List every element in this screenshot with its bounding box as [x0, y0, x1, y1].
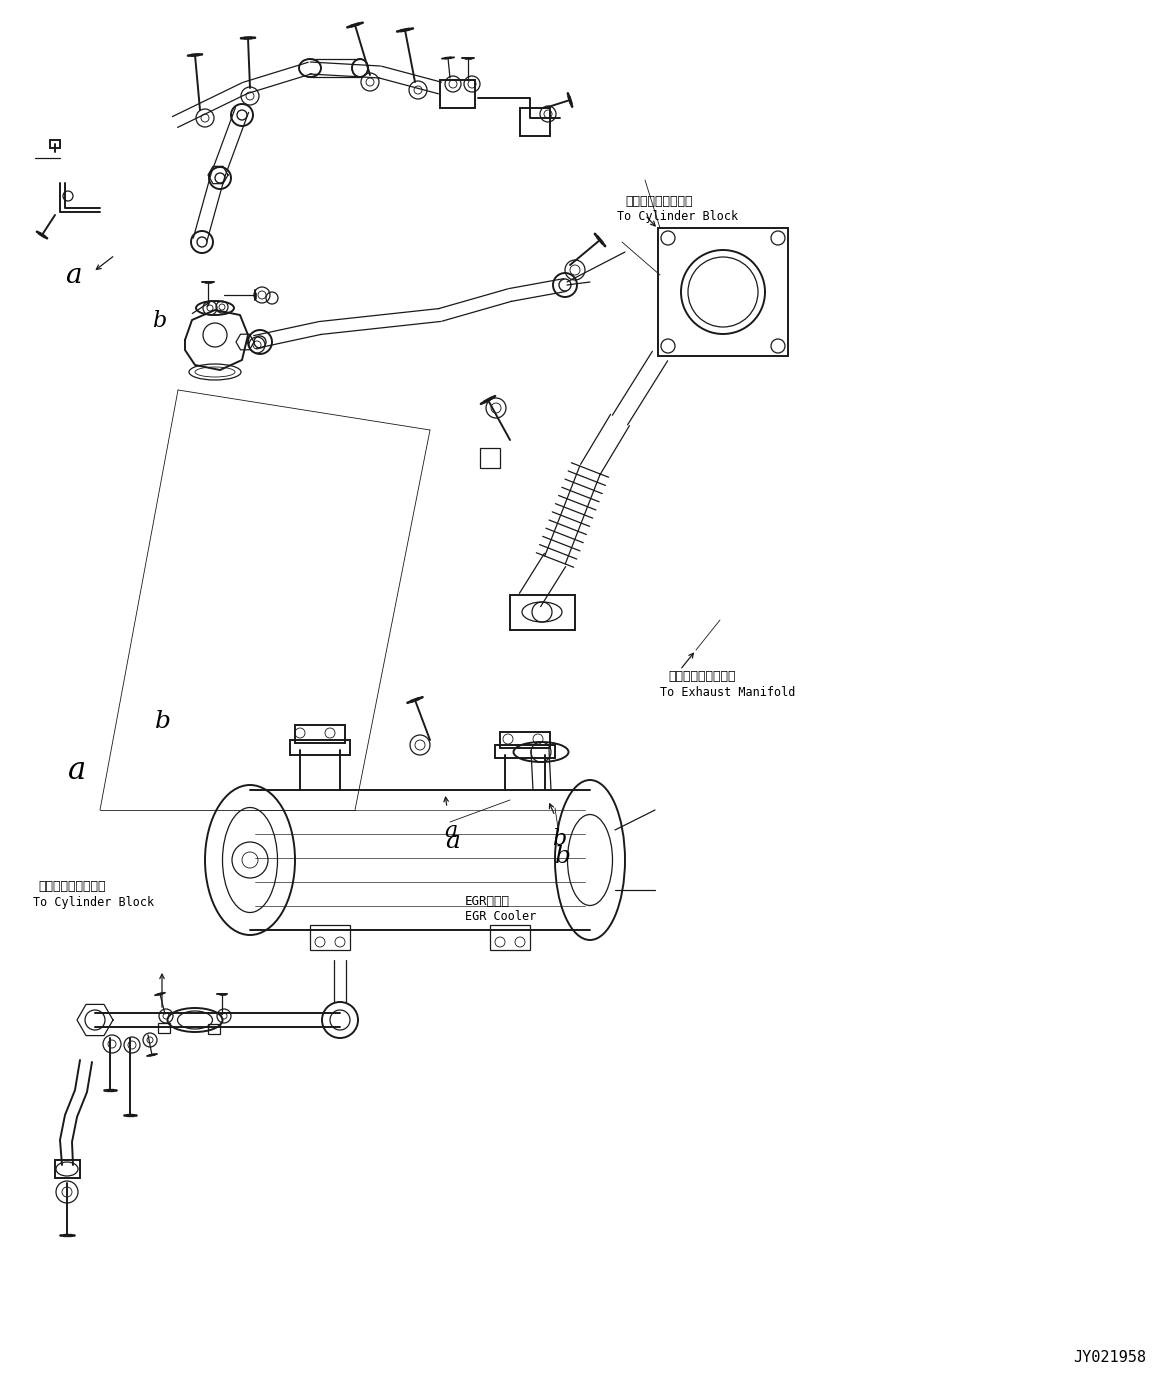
Bar [440, 80, 475, 108]
Text: JY021958: JY021958 [1073, 1350, 1146, 1365]
Text: b: b [552, 828, 566, 850]
Bar [55, 1160, 79, 1178]
Text: 排気マニホールドへ: 排気マニホールドへ [668, 670, 736, 682]
Text: シリンダブロックへ: シリンダブロックへ [39, 879, 105, 893]
Text: b: b [555, 845, 571, 868]
Text: To Cylinder Block: To Cylinder Block [33, 896, 154, 908]
Bar [500, 732, 550, 748]
Bar [495, 745, 555, 759]
Bar [520, 108, 550, 136]
Bar [296, 725, 345, 743]
Text: シリンダブロックへ: シリンダブロックへ [625, 196, 693, 208]
Bar [310, 925, 350, 950]
Text: EGRクーラ: EGRクーラ [465, 895, 510, 908]
Bar [50, 140, 60, 148]
Bar [480, 448, 500, 467]
Bar [290, 741, 350, 755]
Text: b: b [155, 710, 171, 732]
Text: a: a [445, 829, 460, 853]
Bar [658, 227, 788, 356]
Text: To Exhaust Manifold: To Exhaust Manifold [660, 687, 795, 699]
Text: a: a [68, 755, 86, 786]
Bar [510, 595, 575, 630]
Text: EGR Cooler: EGR Cooler [465, 910, 536, 922]
Bar [491, 925, 530, 950]
Text: a: a [444, 820, 457, 842]
Bar [158, 1024, 171, 1033]
Text: a: a [65, 262, 82, 288]
Text: To Cylinder Block: To Cylinder Block [617, 209, 738, 223]
Bar [208, 1024, 220, 1033]
Text: b: b [152, 311, 166, 331]
